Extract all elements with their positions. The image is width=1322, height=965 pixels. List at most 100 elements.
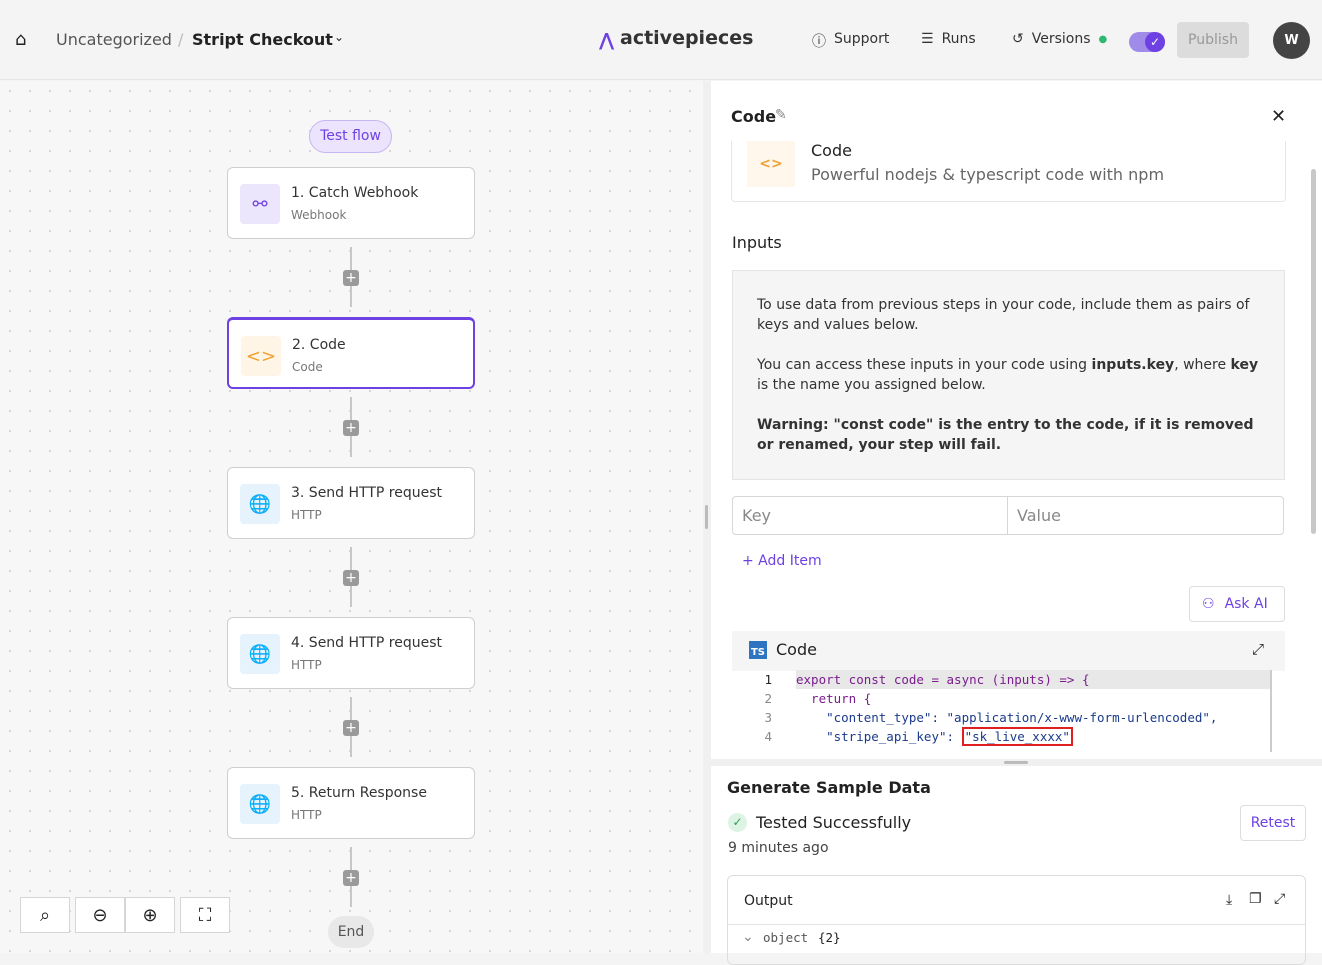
add-step-button[interactable]: +: [343, 270, 359, 286]
output-box: Output ⤓ ❐ ⤢ ⌄ object {2}: [727, 875, 1306, 965]
panel-title: Code: [731, 107, 777, 126]
globe-icon: 🌐: [240, 484, 280, 524]
end-marker: End: [328, 916, 374, 948]
close-icon[interactable]: ✕: [1271, 106, 1287, 127]
expand-icon[interactable]: ⤢: [1252, 640, 1265, 658]
publish-button[interactable]: Publish: [1177, 22, 1249, 58]
globe-icon: 🌐: [240, 634, 280, 674]
test-flow-button[interactable]: Test flow: [309, 120, 392, 153]
code-icon: <>: [747, 141, 795, 187]
output-object-count: {2}: [818, 930, 841, 945]
step-subtitle: HTTP: [291, 508, 322, 522]
runs-button[interactable]: ☰ Runs: [921, 31, 976, 47]
panel-resize-handle[interactable]: [703, 81, 711, 953]
sample-title: Generate Sample Data: [727, 778, 931, 797]
retest-button[interactable]: Retest: [1240, 805, 1306, 841]
step-title: 5. Return Response: [291, 785, 427, 801]
code-icon: <>: [241, 336, 281, 376]
info-paragraph: You can access these inputs in your code…: [757, 357, 1259, 393]
output-object-type: object: [763, 930, 809, 945]
help-circle-icon: ⓘ: [812, 34, 826, 50]
breadcrumb-folder[interactable]: Uncategorized: [56, 30, 172, 49]
flow-step-node[interactable]: 🌐 4. Send HTTP request HTTP: [227, 617, 475, 689]
add-step-button[interactable]: +: [343, 420, 359, 436]
brand-logo-icon: ⋀: [599, 30, 615, 51]
add-item-button[interactable]: + Add Item: [742, 553, 822, 569]
brand-name: activepieces: [620, 27, 754, 49]
ask-ai-button[interactable]: ⚇ Ask AI: [1189, 586, 1285, 622]
status-dot-icon: ●: [1098, 34, 1108, 45]
step-subtitle: HTTP: [291, 808, 322, 822]
code-line: export const code = async (inputs) => {: [796, 672, 1090, 687]
flow-step-node[interactable]: ⚯ 1. Catch Webhook Webhook: [227, 167, 475, 239]
breadcrumb-separator: /: [178, 30, 184, 49]
chevron-down-icon[interactable]: ⌄: [334, 30, 345, 44]
value-input[interactable]: Value: [1007, 496, 1284, 535]
zoom-in-icon: ⊕: [142, 904, 158, 926]
top-bar: ⌂ Uncategorized / Stript Checkout ⌄ ⋀ ac…: [0, 0, 1322, 80]
fullscreen-button[interactable]: ⛶: [180, 897, 230, 933]
code-line: "stripe_api_key":: [796, 729, 962, 744]
info-paragraph: To use data from previous steps in your …: [757, 297, 1250, 333]
fit-view-button[interactable]: ⌕: [20, 897, 70, 933]
add-step-button[interactable]: +: [343, 570, 359, 586]
webhook-icon: ⚯: [240, 184, 280, 224]
runs-list-icon: ☰: [921, 31, 934, 47]
flow-step-node[interactable]: 🌐 3. Send HTTP request HTTP: [227, 467, 475, 539]
history-icon: ↺: [1012, 31, 1024, 47]
code-line: "content_type": "application/x-www-form-…: [796, 710, 1218, 725]
step-title: 2. Code: [292, 337, 346, 353]
edit-pencil-icon[interactable]: ✎: [775, 107, 787, 123]
zoom-in-button[interactable]: ⊕: [125, 897, 175, 933]
check-icon: ✓: [1145, 32, 1165, 52]
ask-ai-label: Ask AI: [1224, 596, 1268, 612]
add-step-button[interactable]: +: [343, 870, 359, 886]
expand-icon[interactable]: ⤢: [1274, 891, 1286, 907]
home-icon[interactable]: ⌂: [15, 29, 27, 50]
test-status: Tested Successfully: [756, 813, 912, 832]
piece-description: Powerful nodejs & typescript code with n…: [811, 165, 1165, 184]
support-label: Support: [834, 31, 890, 47]
editor-title: Code: [776, 640, 817, 659]
versions-label: Versions: [1031, 31, 1091, 47]
support-button[interactable]: ⓘ Support: [812, 31, 889, 51]
split-resize-handle[interactable]: [711, 759, 1322, 766]
sample-data-section: Generate Sample Data ✓ Tested Successful…: [711, 766, 1322, 965]
robot-icon: ⚇: [1202, 596, 1215, 612]
add-step-button[interactable]: +: [343, 720, 359, 736]
flow-name[interactable]: Stript Checkout: [192, 30, 333, 49]
flow-enabled-toggle[interactable]: ✓: [1129, 32, 1165, 52]
inputs-label: Inputs: [732, 233, 782, 252]
zoom-out-button[interactable]: ⊖: [75, 897, 125, 933]
download-icon[interactable]: ⤓: [1226, 892, 1233, 908]
code-text: export const code = async (inputs) => { …: [796, 670, 1217, 746]
search-reset-icon: ⌕: [39, 904, 51, 926]
step-title: 1. Catch Webhook: [291, 185, 419, 201]
chevron-down-icon[interactable]: ⌄: [742, 929, 754, 945]
piece-name: Code: [811, 141, 852, 160]
step-title: 4. Send HTTP request: [291, 635, 443, 651]
step-subtitle: HTTP: [291, 658, 322, 672]
highlighted-api-key: "sk_live_xxxx": [961, 727, 1073, 746]
output-label: Output: [744, 893, 793, 909]
step-settings-panel: Code ✎ ✕ <> Code Powerful nodejs & types…: [711, 81, 1322, 759]
avatar[interactable]: W: [1273, 22, 1310, 59]
typescript-icon: TS: [749, 641, 767, 659]
versions-button[interactable]: ↺ Versions ●: [1012, 31, 1107, 49]
copy-icon[interactable]: ❐: [1249, 891, 1262, 907]
inputs-info-box: To use data from previous steps in your …: [732, 270, 1285, 480]
code-line: return {: [796, 691, 872, 706]
scrollbar[interactable]: [1311, 169, 1316, 534]
check-circle-icon: ✓: [728, 813, 747, 832]
flow-step-node[interactable]: 🌐 5. Return Response HTTP: [227, 767, 475, 839]
test-time: 9 minutes ago: [728, 840, 829, 856]
warning-paragraph: Warning: "const code" is the entry to th…: [757, 417, 1254, 453]
flow-step-node[interactable]: <> 2. Code Code: [227, 317, 475, 389]
key-input[interactable]: Key: [732, 496, 1008, 535]
zoom-out-icon: ⊖: [92, 904, 108, 926]
step-title: 3. Send HTTP request: [291, 485, 443, 501]
step-subtitle: Webhook: [291, 208, 347, 222]
step-subtitle: Code: [292, 360, 323, 374]
